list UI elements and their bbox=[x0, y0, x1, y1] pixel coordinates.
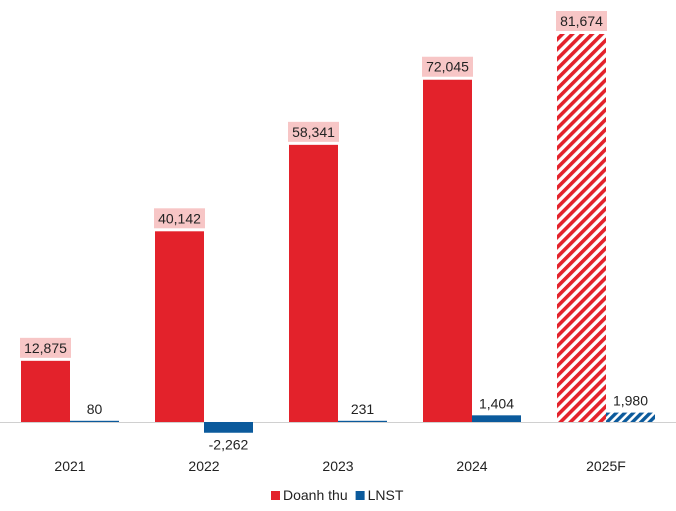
legend-label-doanh-thu: Doanh thu bbox=[283, 487, 348, 503]
data-label-doanh-thu-2024: 72,045 bbox=[426, 59, 469, 75]
data-label-lnst-2021: 80 bbox=[87, 401, 103, 417]
data-label-lnst-2025F: 1,980 bbox=[613, 393, 648, 409]
bar-doanh-thu-2024 bbox=[423, 79, 472, 422]
data-label-bg-doanh-thu-2025F bbox=[556, 11, 607, 31]
x-tick-label-2022: 2022 bbox=[188, 458, 219, 474]
legend-swatch-doanh-thu bbox=[271, 491, 280, 500]
bar-lnst-2024 bbox=[472, 415, 521, 422]
bar-doanh-thu-2022 bbox=[155, 231, 204, 422]
x-tick-label-2024: 2024 bbox=[456, 458, 487, 474]
bar-doanh-thu-2021 bbox=[21, 360, 70, 422]
data-label-bg-doanh-thu-2022 bbox=[154, 208, 205, 229]
legend: Doanh thu LNST bbox=[271, 487, 404, 503]
x-tick-label-2021: 2021 bbox=[54, 458, 85, 474]
bar-lnst-2025F bbox=[606, 412, 655, 422]
x-tick-label-2025F: 2025F bbox=[586, 458, 626, 474]
legend-label-lnst: LNST bbox=[368, 487, 404, 503]
data-label-lnst-2023: 231 bbox=[351, 401, 375, 417]
data-label-lnst-2024: 1,404 bbox=[479, 395, 514, 411]
bar-lnst-2021 bbox=[70, 420, 119, 422]
bar-lnst-2023 bbox=[338, 420, 387, 422]
data-label-doanh-thu-2025F: 81,674 bbox=[560, 13, 603, 29]
data-label-bg-doanh-thu-2021 bbox=[20, 337, 71, 358]
data-label-lnst-2022: -2,262 bbox=[209, 437, 249, 453]
plot-area: 12,875 80 2021 40,142 -2,262 2022 58,341 231 202… bbox=[0, 11, 676, 474]
bar-doanh-thu-2023 bbox=[289, 144, 338, 422]
data-label-doanh-thu-2023: 58,341 bbox=[292, 124, 335, 140]
bar-doanh-thu-2025F bbox=[557, 34, 606, 422]
data-label-bg-doanh-thu-2024 bbox=[422, 56, 473, 77]
data-label-doanh-thu-2022: 40,142 bbox=[158, 210, 201, 226]
data-label-bg-doanh-thu-2023 bbox=[288, 121, 339, 142]
legend-swatch-lnst bbox=[355, 491, 365, 500]
bar-lnst-2022 bbox=[204, 422, 253, 433]
x-tick-label-2023: 2023 bbox=[322, 458, 353, 474]
data-label-doanh-thu-2021: 12,875 bbox=[24, 340, 67, 356]
